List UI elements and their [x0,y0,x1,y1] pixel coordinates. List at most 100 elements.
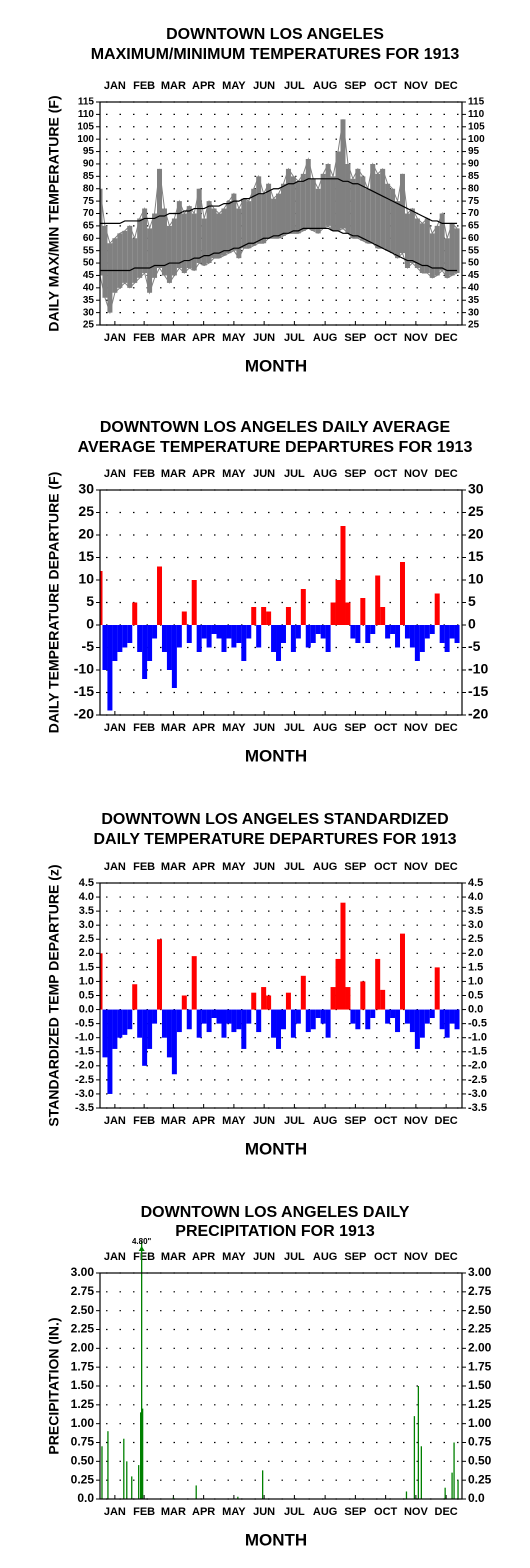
y-tick-label: 30 [78,481,94,497]
y-tick-label: 105 [77,121,94,132]
y-tick-label-right: 25 [468,320,480,331]
y-tick-label-right: 0.0 [468,1491,485,1505]
y-tick-label-right: 110 [468,109,485,120]
bar [132,602,138,625]
chart-panel: DOWNTOWN LOS ANGELES DAILY PRECIPITATION … [46,1204,492,1549]
bar [196,625,202,652]
bar [241,625,247,661]
x-tick-label: SEP [344,722,366,734]
x-axis-label: MONTH [245,356,307,375]
y-tick-label: 80 [83,183,95,194]
x-tick-label-top: OCT [374,80,398,92]
bar [429,625,435,634]
bar [171,1009,177,1075]
bar [449,1009,455,1024]
y-tick-label: 50 [83,258,95,269]
bar [310,1009,316,1030]
bar [147,1009,153,1049]
bar [335,580,341,625]
x-tick-label: JAN [104,1506,126,1518]
bar [429,1009,435,1018]
bar [206,1009,212,1033]
y-tick-label-right: 85 [468,171,480,182]
y-tick-label-right: 45 [468,270,480,281]
x-tick-label: MAY [222,1115,246,1127]
bar [395,625,401,648]
bar [295,625,301,639]
x-tick-label: JUN [253,1506,275,1518]
bar [100,571,103,625]
x-tick-label: JUL [284,1115,305,1127]
bar [340,526,346,625]
x-tick-label: OCT [374,722,398,734]
y-tick-label: 0.75 [71,1435,95,1449]
y-tick-label-right: 0.5 [468,989,483,1001]
x-tick-label-top: MAR [161,861,186,873]
x-tick-label: MAR [161,722,186,734]
y-tick-label-right: -1.0 [468,1032,487,1044]
series-line [100,178,458,225]
chart-title: DOWNTOWN LOS ANGELES [166,26,384,43]
bar [226,1009,232,1024]
x-tick-label: JAN [104,332,126,344]
bar [137,1009,143,1038]
x-tick-label: APR [192,1506,215,1518]
bar [256,1009,262,1033]
y-tick-label-right: 10 [468,571,484,587]
y-tick-label-right: 70 [468,208,480,219]
x-tick-label-top: AUG [313,861,337,873]
bar [404,625,410,639]
x-tick-label-top: AUG [313,468,337,480]
bar [266,611,272,625]
x-tick-label-top: APR [192,861,215,873]
bar [444,1009,450,1038]
bar [100,953,103,1010]
marks [100,119,460,315]
y-tick-label: 110 [78,109,95,120]
y-tick-label-right: 20 [468,526,484,542]
x-tick-label: OCT [374,332,398,344]
y-tick-label: 0.0 [77,1491,94,1505]
x-tick-label: JUN [253,722,275,734]
bar [390,1009,396,1018]
x-tick-label: DEC [435,1115,458,1127]
bar [271,1009,277,1038]
x-tick-label: JUL [284,1506,305,1518]
x-tick-label: APR [192,332,215,344]
bar [355,1009,361,1030]
x-tick-label-top: SEP [344,1251,366,1263]
bar [152,1009,158,1024]
y-tick-label-right: 60 [468,233,480,244]
x-tick-label: AUG [313,722,337,734]
y-tick-label-right: 30 [468,307,480,318]
y-tick-label: 35 [83,295,95,306]
y-tick-label: 0 [86,616,94,632]
x-tick-label: JUN [253,332,275,344]
y-tick-label: -3.0 [75,1088,94,1100]
bar [186,1009,192,1030]
y-tick-label-right: 15 [468,548,484,564]
bar [186,625,192,643]
y-tick-label: 3.00 [71,1265,95,1279]
y-tick-label: 20 [78,526,94,542]
bar [295,1009,301,1024]
bar [107,625,113,711]
x-tick-label-top: JUL [284,80,305,92]
bar [166,625,172,670]
y-tick-label: 55 [83,245,95,256]
y-tick-label: 60 [83,233,95,244]
x-tick-label-top: FEB [133,1251,155,1263]
x-tick-label: JUL [284,332,305,344]
x-tick-label-top: FEB [133,80,155,92]
value-label: 4.80" [132,1237,152,1246]
y-tick-label: 40 [83,282,95,293]
y-axis-label: STANDARDIZED TEMP DEPARTURE (z) [46,864,62,1126]
bar [365,625,371,643]
x-tick-label: JAN [104,1115,126,1127]
bar [181,611,187,625]
bar [434,593,440,625]
bar [201,1009,207,1024]
arrow-head [138,1246,145,1251]
x-tick-label-top: OCT [374,1251,398,1263]
bar [370,625,376,634]
